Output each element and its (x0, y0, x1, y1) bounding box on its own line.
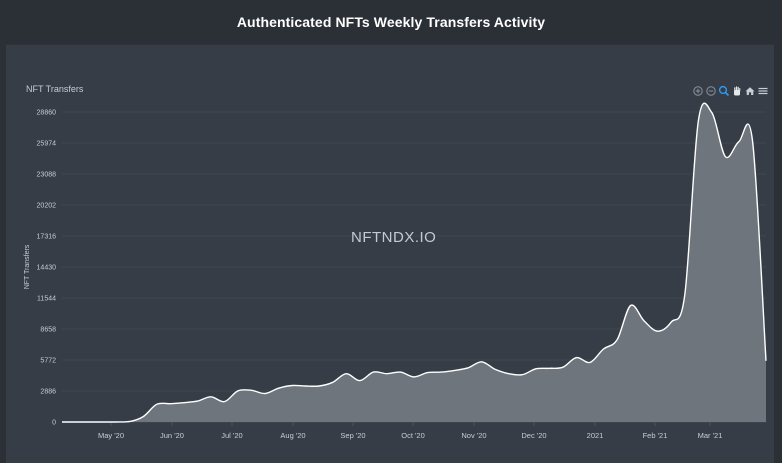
y-tick-label: 25974 (37, 141, 57, 148)
x-tick-label: Oct '20 (401, 431, 425, 440)
y-tick-label: 5772 (40, 358, 56, 365)
selection-zoom-icon[interactable] (718, 85, 730, 97)
x-tick-label: Mar '21 (698, 431, 723, 440)
pan-hand-icon[interactable] (731, 85, 743, 97)
header-bar: Authenticated NFTs Weekly Transfers Acti… (0, 0, 782, 44)
y-tick-label: 28860 (37, 110, 57, 117)
menu-icon[interactable] (757, 85, 769, 97)
x-tick-label: Nov '20 (461, 431, 486, 440)
y-axis-title: NFT Transfers (24, 244, 31, 289)
x-tick-label: Sep '20 (340, 431, 365, 440)
x-tick-label: Dec '20 (521, 431, 546, 440)
watermark: NFTNDX.IO (351, 229, 437, 246)
home-reset-icon[interactable] (744, 85, 756, 97)
y-tick-label: 8658 (40, 327, 56, 334)
y-tick-label: 17316 (37, 234, 57, 241)
x-tick-label: May '20 (98, 431, 124, 440)
panel-title: NFT Transfers (26, 84, 84, 94)
x-tick-label: 2021 (587, 431, 604, 440)
x-tick-label: Jul '20 (221, 431, 242, 440)
y-tick-label: 11544 (37, 296, 56, 303)
zoom-out-icon[interactable] (705, 85, 717, 97)
page-title: Authenticated NFTs Weekly Transfers Acti… (236, 14, 546, 30)
y-tick-label: 14430 (37, 265, 57, 272)
y-tick-label: 23088 (37, 172, 57, 179)
y-tick-label: 20202 (37, 203, 57, 210)
transfers-line (61, 102, 767, 423)
x-axis: May '20 Jun '20 Jul '20 Aug '20 Sep '20 Oct '… (98, 422, 722, 440)
x-tick-label: Jun '20 (160, 431, 184, 440)
x-tick-label: Aug '20 (280, 431, 305, 440)
chart-toolbar (692, 85, 770, 97)
y-tick-label: 2886 (40, 389, 56, 396)
y-tick-label: 0 (52, 420, 56, 427)
y-axis: 0 2886 5772 8658 11544 14430 17316 20202 23088 25… (37, 110, 57, 427)
x-tick-label: Feb '21 (643, 431, 668, 440)
transfers-area (62, 103, 766, 423)
zoom-in-icon[interactable] (692, 85, 704, 97)
